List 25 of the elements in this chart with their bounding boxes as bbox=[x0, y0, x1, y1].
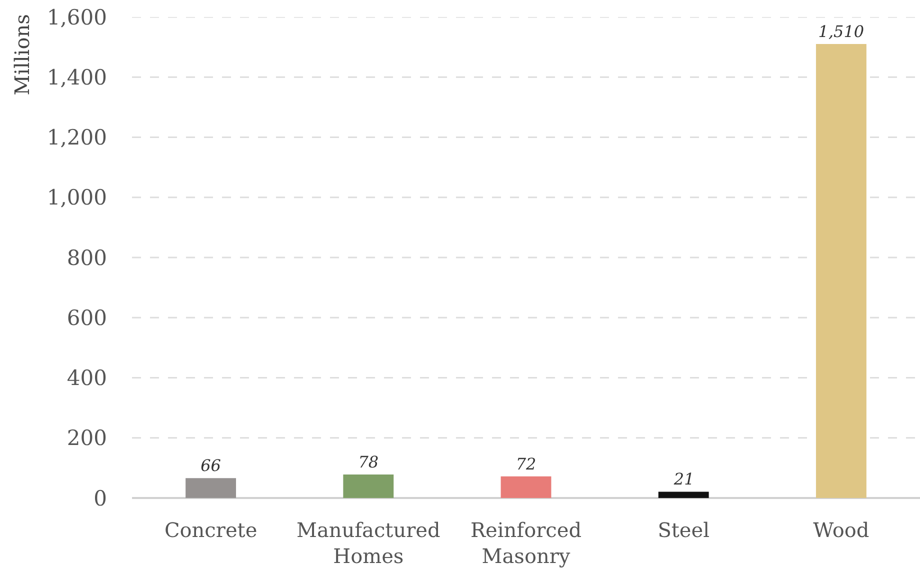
y-tick-label: 400 bbox=[66, 366, 107, 390]
bar bbox=[500, 476, 552, 498]
data-label: 66 bbox=[200, 456, 221, 476]
y-tick-label: 800 bbox=[66, 246, 107, 270]
y-tick-label: 200 bbox=[66, 426, 107, 450]
x-tick-label: Reinforced Masonry bbox=[470, 518, 582, 568]
bar bbox=[343, 474, 394, 498]
data-label: 21 bbox=[672, 470, 694, 489]
y-tick-label: 0 bbox=[94, 486, 107, 510]
x-tick-label: Concrete bbox=[164, 518, 258, 542]
bar bbox=[658, 492, 709, 498]
y-tick-label: 1,000 bbox=[46, 186, 107, 210]
y-tick-label: 1,200 bbox=[46, 126, 107, 150]
x-tick-label: Manufactured Homes bbox=[296, 518, 440, 568]
y-tick-label: 1,400 bbox=[46, 65, 107, 90]
data-label: 78 bbox=[358, 452, 379, 472]
y-axis-title: Millions bbox=[10, 14, 34, 96]
x-tick-label: Wood bbox=[813, 518, 870, 542]
data-label: 72 bbox=[516, 454, 536, 474]
y-tick-label: 600 bbox=[66, 306, 107, 330]
bar bbox=[186, 478, 236, 498]
y-tick-label: 1,600 bbox=[46, 5, 107, 30]
data-label: 1,510 bbox=[818, 22, 864, 42]
x-tick-label: Steel bbox=[658, 518, 710, 542]
bar bbox=[816, 44, 866, 498]
